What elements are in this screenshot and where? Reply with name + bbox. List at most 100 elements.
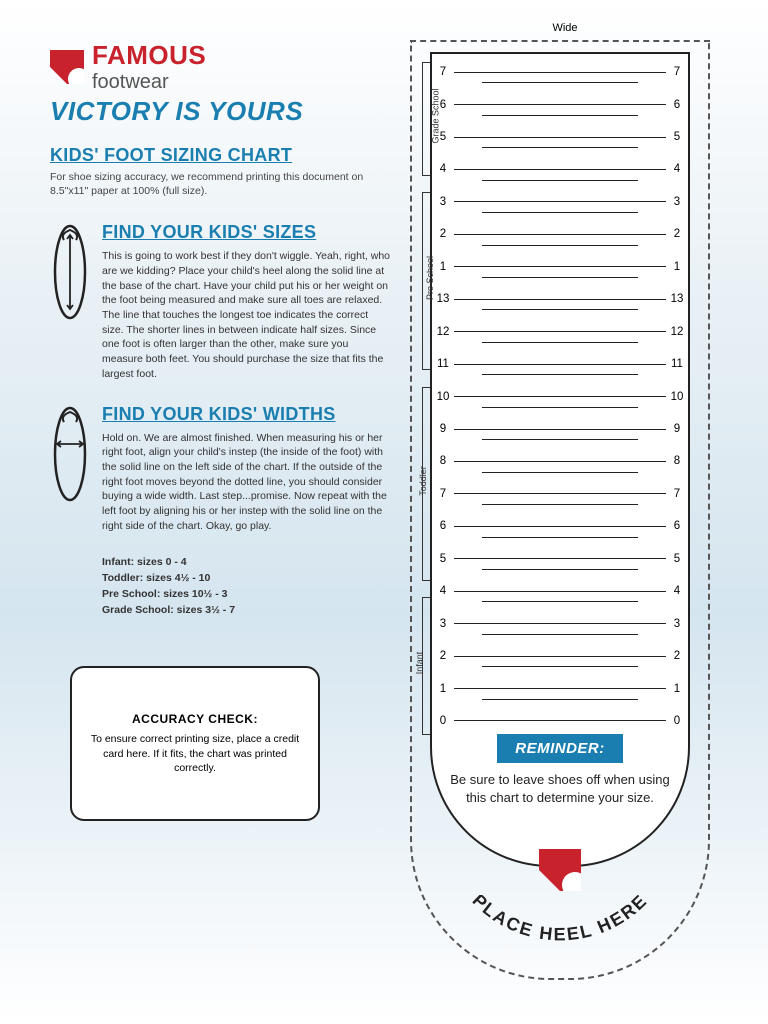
accuracy-title: ACCURACY CHECK: <box>132 712 258 726</box>
size-line <box>454 104 666 105</box>
sizes-text: This is going to work best if they don't… <box>102 249 390 381</box>
widths-text: Hold on. We are almost finished. When me… <box>102 431 390 534</box>
size-row: 44 <box>432 585 688 597</box>
svg-text:PLACE HEEL HERE: PLACE HEEL HERE <box>469 895 652 944</box>
size-num-left: 7 <box>432 66 454 78</box>
half-size-row <box>432 309 688 310</box>
size-row: 66 <box>432 520 688 532</box>
size-num-left: 10 <box>432 391 454 403</box>
sizes-heading: FIND YOUR KIDS' SIZES <box>102 222 390 243</box>
reminder-box: REMINDER: Be sure to leave shoes off whe… <box>412 734 708 807</box>
half-size-line <box>482 504 638 505</box>
brand-logo: FAMOUS footwear <box>50 40 390 94</box>
size-line <box>454 591 666 592</box>
accuracy-check-box: ACCURACY CHECK: To ensure correct printi… <box>70 666 320 821</box>
size-row: 88 <box>432 455 688 467</box>
size-num-right: 6 <box>666 520 688 532</box>
half-size-line <box>482 147 638 148</box>
size-num-right: 13 <box>666 293 688 305</box>
widths-heading: FIND YOUR KIDS' WIDTHS <box>102 404 390 425</box>
size-row: 11 <box>432 683 688 695</box>
half-size-row <box>432 374 688 375</box>
range-gradeschool: Grade School: sizes 3½ - 7 <box>102 604 235 616</box>
size-num-left: 2 <box>432 228 454 240</box>
size-row: 00 <box>432 715 688 727</box>
half-size-row <box>432 569 688 570</box>
brand-sub: footwear <box>92 71 169 93</box>
size-row: 1313 <box>432 293 688 305</box>
half-size-row <box>432 407 688 408</box>
size-num-right: 7 <box>666 488 688 500</box>
half-size-line <box>482 180 638 181</box>
size-line <box>454 234 666 235</box>
size-line <box>454 688 666 689</box>
size-line <box>454 201 666 202</box>
size-line <box>454 461 666 462</box>
brand-name: FAMOUS <box>92 40 206 70</box>
half-size-row <box>432 245 688 246</box>
size-row: 99 <box>432 423 688 435</box>
logo-icon-small <box>539 849 581 891</box>
size-num-left: 3 <box>432 618 454 630</box>
half-size-line <box>482 407 638 408</box>
size-row: 1111 <box>432 358 688 370</box>
size-num-right: 1 <box>666 683 688 695</box>
size-num-right: 5 <box>666 553 688 565</box>
size-num-left: 4 <box>432 163 454 175</box>
half-size-line <box>482 666 638 667</box>
half-size-line <box>482 439 638 440</box>
size-num-right: 12 <box>666 326 688 338</box>
size-line <box>454 266 666 267</box>
half-size-line <box>482 212 638 213</box>
size-num-left: 12 <box>432 326 454 338</box>
half-size-row <box>432 666 688 667</box>
size-line <box>454 299 666 300</box>
size-line <box>454 623 666 624</box>
size-num-right: 5 <box>666 131 688 143</box>
size-num-left: 0 <box>432 715 454 727</box>
half-size-row <box>432 504 688 505</box>
size-line <box>454 558 666 559</box>
size-row: 12 12 <box>432 326 688 338</box>
size-num-right: 2 <box>666 650 688 662</box>
group-label: Pre School <box>425 256 435 300</box>
size-line <box>454 493 666 494</box>
half-size-row <box>432 212 688 213</box>
size-row: 33 <box>432 196 688 208</box>
accuracy-text: To ensure correct printing size, place a… <box>86 732 304 776</box>
size-num-left: 2 <box>432 650 454 662</box>
size-line <box>454 656 666 657</box>
intro-text: For shoe sizing accuracy, we recommend p… <box>50 170 390 198</box>
chart-outer: 7766554433221113131212111110109988776655… <box>410 40 710 980</box>
half-size-row <box>432 634 688 635</box>
size-ranges: Infant: sizes 0 - 4 Toddler: sizes 4½ - … <box>102 555 390 618</box>
half-size-row <box>432 537 688 538</box>
half-size-line <box>482 374 638 375</box>
size-num-right: 2 <box>666 228 688 240</box>
half-size-line <box>482 472 638 473</box>
half-size-line <box>482 342 638 343</box>
size-line <box>454 72 666 73</box>
reminder-text: Be sure to leave shoes off when using th… <box>430 771 690 807</box>
size-row: 22 <box>432 228 688 240</box>
half-size-line <box>482 245 638 246</box>
group-label: Grade School <box>431 88 441 143</box>
size-row: 33 <box>432 618 688 630</box>
size-num-left: 7 <box>432 488 454 500</box>
size-line <box>454 396 666 397</box>
size-num-left: 8 <box>432 455 454 467</box>
size-line <box>454 526 666 527</box>
size-num-left: 4 <box>432 585 454 597</box>
size-row: 11 <box>432 261 688 273</box>
size-num-right: 4 <box>666 585 688 597</box>
size-num-right: 0 <box>666 715 688 727</box>
size-row: 1010 <box>432 391 688 403</box>
size-line <box>454 331 666 332</box>
wide-label: Wide <box>410 22 720 34</box>
group-brace <box>422 62 430 176</box>
size-row: 77 <box>432 66 688 78</box>
size-num-right: 9 <box>666 423 688 435</box>
half-size-row <box>432 699 688 700</box>
size-line <box>454 720 666 721</box>
group-label: Toddler <box>418 466 428 496</box>
